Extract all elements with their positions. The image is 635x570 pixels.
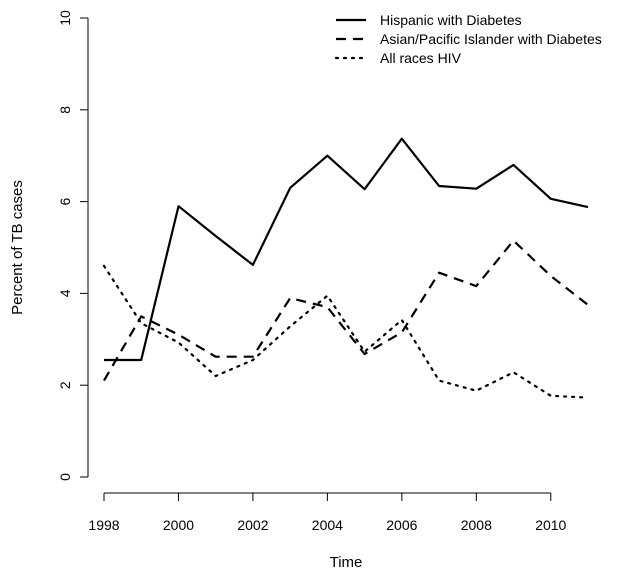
x-axis-title: Time — [330, 554, 363, 570]
legend-label-3: All races HIV — [380, 50, 462, 66]
y-tick-label: 2 — [57, 381, 73, 389]
legend-label-2: Asian/Pacific Islander with Diabetes — [380, 31, 602, 47]
y-tick-label: 4 — [57, 289, 73, 297]
series-line-2 — [103, 239, 589, 382]
x-tick-label: 2006 — [386, 517, 417, 533]
y-tick-label: 0 — [57, 473, 73, 481]
y-tick-label: 8 — [57, 106, 73, 114]
legend: Hispanic with Diabetes Asian/Pacific Isla… — [334, 12, 602, 66]
axes: 1998 2000 2002 2004 2006 2008 2010 0 2 4 6 8 10 — [57, 10, 567, 533]
x-tick-label: 2004 — [312, 517, 343, 533]
x-tick-label: 2008 — [461, 517, 492, 533]
y-axis-title: Percent of TB cases — [9, 180, 26, 315]
y-tick-label: 6 — [57, 197, 73, 205]
legend-label-1: Hispanic with Diabetes — [380, 12, 522, 28]
x-tick-label: 2010 — [535, 517, 566, 533]
x-tick-label: 2000 — [163, 517, 194, 533]
y-tick-label: 10 — [57, 10, 73, 26]
series-line-3 — [102, 264, 590, 399]
series-line-1 — [104, 137, 589, 362]
series-layer — [102, 137, 590, 399]
x-tick-label: 2002 — [237, 517, 268, 533]
x-tick-label: 1998 — [88, 517, 119, 533]
